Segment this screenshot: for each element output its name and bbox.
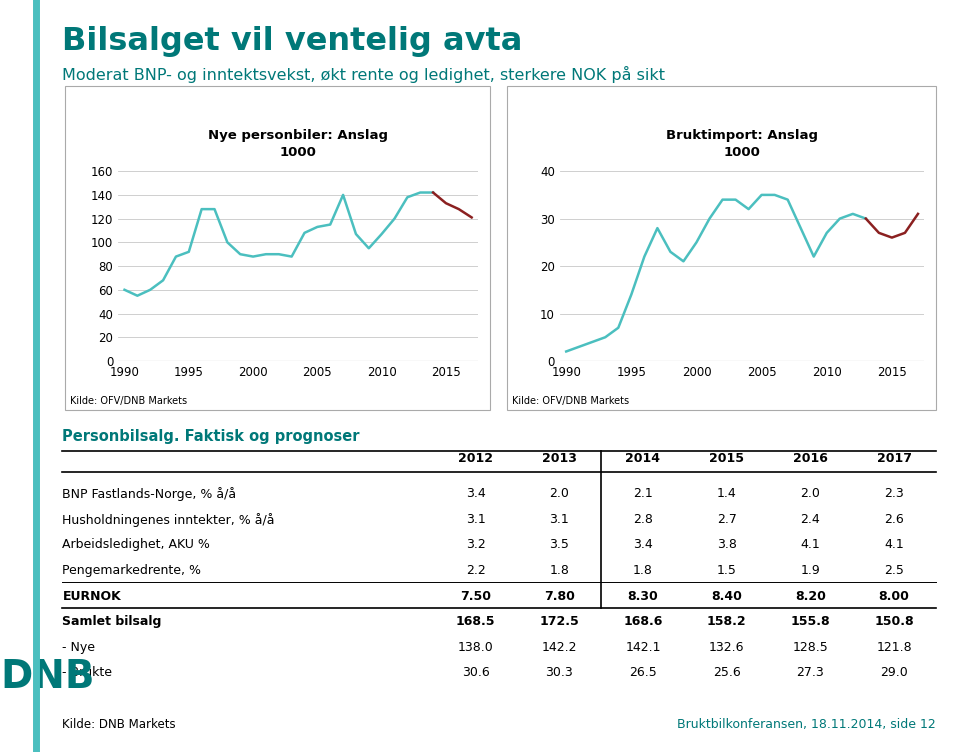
Text: 1.9: 1.9: [801, 564, 820, 577]
Title: Nye personbiler: Anslag
1000: Nye personbiler: Anslag 1000: [208, 129, 388, 159]
Text: 150.8: 150.8: [875, 615, 914, 628]
Text: 2012: 2012: [458, 452, 493, 465]
Text: 4.1: 4.1: [801, 538, 820, 551]
Text: 3.4: 3.4: [633, 538, 653, 551]
Text: EURNOK: EURNOK: [62, 590, 121, 602]
Text: 3.5: 3.5: [549, 538, 569, 551]
Text: 2014: 2014: [626, 452, 660, 465]
Text: 168.6: 168.6: [623, 615, 662, 628]
Text: 2.3: 2.3: [884, 487, 904, 500]
Text: 7.80: 7.80: [543, 590, 575, 602]
Text: Kilde: OFV/DNB Markets: Kilde: OFV/DNB Markets: [70, 396, 187, 406]
Text: 121.8: 121.8: [876, 641, 912, 653]
Text: - Brukte: - Brukte: [62, 666, 112, 679]
Text: DNB: DNB: [1, 657, 95, 696]
Text: - Nye: - Nye: [62, 641, 95, 653]
Text: 2.5: 2.5: [884, 564, 904, 577]
Text: 142.2: 142.2: [541, 641, 577, 653]
Text: Samlet bilsalg: Samlet bilsalg: [62, 615, 162, 628]
Text: 8.20: 8.20: [795, 590, 826, 602]
Text: 8.40: 8.40: [711, 590, 742, 602]
Text: 158.2: 158.2: [707, 615, 747, 628]
Text: Pengemarkedrente, %: Pengemarkedrente, %: [62, 564, 202, 577]
Text: 2015: 2015: [709, 452, 744, 465]
Text: 2.4: 2.4: [801, 513, 820, 526]
Text: 2.0: 2.0: [801, 487, 821, 500]
Text: Arbeidsledighet, AKU %: Arbeidsledighet, AKU %: [62, 538, 210, 551]
Text: 1.5: 1.5: [717, 564, 736, 577]
Title: Bruktimport: Anslag
1000: Bruktimport: Anslag 1000: [666, 129, 818, 159]
Text: Bilsalget vil ventelig avta: Bilsalget vil ventelig avta: [62, 26, 523, 57]
Text: 8.30: 8.30: [628, 590, 659, 602]
Text: 30.6: 30.6: [462, 666, 490, 679]
Text: Husholdningenes inntekter, % å/å: Husholdningenes inntekter, % å/å: [62, 513, 275, 527]
Text: 30.3: 30.3: [545, 666, 573, 679]
Text: 1.8: 1.8: [633, 564, 653, 577]
Text: 3.1: 3.1: [466, 513, 486, 526]
Text: 168.5: 168.5: [456, 615, 495, 628]
Text: 7.50: 7.50: [460, 590, 491, 602]
Text: 2017: 2017: [876, 452, 912, 465]
Text: BNP Fastlands-Norge, % å/å: BNP Fastlands-Norge, % å/å: [62, 487, 236, 502]
Text: 2.0: 2.0: [549, 487, 569, 500]
Text: 2.2: 2.2: [466, 564, 486, 577]
Text: 4.1: 4.1: [884, 538, 904, 551]
Text: Kilde: DNB Markets: Kilde: DNB Markets: [62, 718, 176, 731]
Text: 3.4: 3.4: [466, 487, 486, 500]
Text: 2.6: 2.6: [884, 513, 904, 526]
Text: 2016: 2016: [793, 452, 828, 465]
Text: 2.8: 2.8: [633, 513, 653, 526]
Text: 3.2: 3.2: [466, 538, 486, 551]
Text: 155.8: 155.8: [791, 615, 830, 628]
Text: 2013: 2013: [541, 452, 577, 465]
Text: 3.8: 3.8: [717, 538, 736, 551]
Text: 2.7: 2.7: [717, 513, 736, 526]
Text: 3.1: 3.1: [549, 513, 569, 526]
Text: 132.6: 132.6: [708, 641, 744, 653]
Text: Bruktbilkonferansen, 18.11.2014, side 12: Bruktbilkonferansen, 18.11.2014, side 12: [677, 718, 936, 731]
Text: 8.00: 8.00: [878, 590, 909, 602]
Text: 26.5: 26.5: [629, 666, 657, 679]
Text: 128.5: 128.5: [793, 641, 828, 653]
Text: 1.8: 1.8: [549, 564, 569, 577]
Text: Kilde: OFV/DNB Markets: Kilde: OFV/DNB Markets: [512, 396, 629, 406]
Text: 27.3: 27.3: [797, 666, 825, 679]
Text: 138.0: 138.0: [458, 641, 493, 653]
Text: 2.1: 2.1: [633, 487, 653, 500]
Text: 29.0: 29.0: [880, 666, 908, 679]
Text: 25.6: 25.6: [713, 666, 740, 679]
Text: 172.5: 172.5: [540, 615, 579, 628]
Text: 1.4: 1.4: [717, 487, 736, 500]
Text: Moderat BNP- og inntektsvekst, økt rente og ledighet, sterkere NOK på sikt: Moderat BNP- og inntektsvekst, økt rente…: [62, 66, 665, 83]
Text: Personbilsalg. Faktisk og prognoser: Personbilsalg. Faktisk og prognoser: [62, 429, 360, 444]
Text: 142.1: 142.1: [625, 641, 660, 653]
